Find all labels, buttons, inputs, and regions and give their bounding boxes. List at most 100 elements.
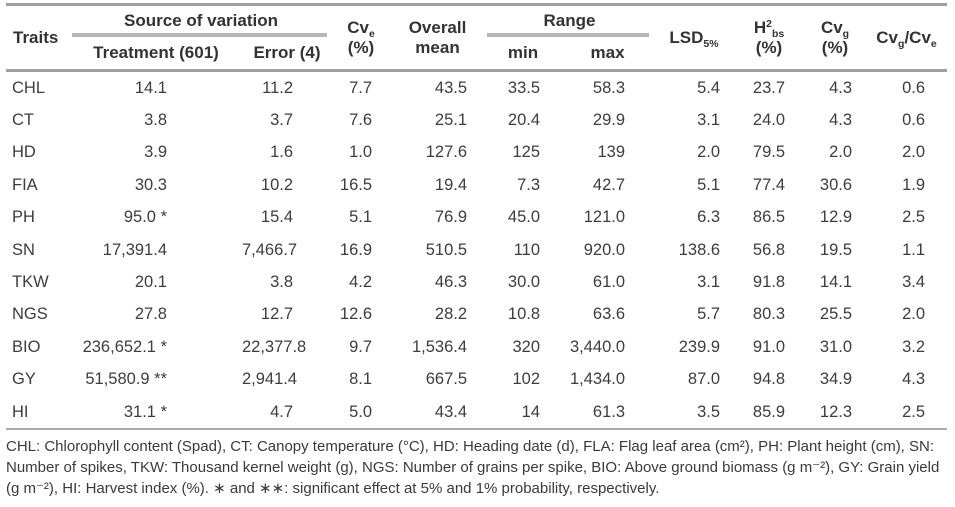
source-of-variation-label: Source of variation xyxy=(124,10,278,30)
cell-cvg: 2.0 xyxy=(829,143,853,162)
cell-trait: BIO xyxy=(12,337,41,356)
table-row: BIO 236,652.1 * 22,377.8 9.7 1,536.4 320… xyxy=(6,331,947,363)
table-row: FIA 30.3 10.2 16.5 19.4 7.3 42.7 5.1 77.… xyxy=(6,169,947,201)
cell-error: 2,941.4 xyxy=(242,370,298,389)
cell-lsd: 5.7 xyxy=(697,305,721,324)
cell-cve: 7.6 xyxy=(349,111,373,130)
cell-mean: 25.1 xyxy=(434,111,468,130)
cell-h2bs: 80.3 xyxy=(752,305,786,324)
cell-max: 63.6 xyxy=(592,305,626,324)
cell-h2bs: 91.8 xyxy=(752,273,786,292)
table-row: CT 3.8 3.7 7.6 25.1 20.4 29.9 3.1 24.0 4… xyxy=(6,104,947,136)
cell-treatment: 30.3 xyxy=(134,175,167,194)
table-row: TKW 20.1 3.8 4.2 46.3 30.0 61.0 3.1 91.8… xyxy=(6,266,947,298)
page: Traits Source of variation Cve (%) Overa… xyxy=(5,0,952,499)
cell-cve: 8.1 xyxy=(349,370,373,389)
cell-min: 110 xyxy=(513,240,541,259)
cell-cve: 12.6 xyxy=(339,305,373,324)
cell-trait: HD xyxy=(12,143,36,162)
cell-trait: PH xyxy=(12,208,35,227)
col-header-cvg-cve-ratio: Cvg/Cve xyxy=(876,27,937,50)
cell-mean: 43.5 xyxy=(434,78,468,97)
table-row: PH 95.0 * 15.4 5.1 76.9 45.0 121.0 6.3 8… xyxy=(6,202,947,234)
cell-treatment: 27.8 xyxy=(134,305,167,324)
cell-trait: SN xyxy=(12,240,35,259)
cell-max: 29.9 xyxy=(592,111,626,130)
cell-lsd: 3.1 xyxy=(697,273,721,292)
cell-mean: 667.5 xyxy=(425,370,468,389)
cell-ratio: 2.5 xyxy=(902,208,926,227)
cell-max: 58.3 xyxy=(592,78,626,97)
cell-error: 22,377.8 xyxy=(242,337,307,356)
cell-cve: 5.0 xyxy=(349,402,373,421)
col-header-max: max xyxy=(590,42,625,62)
cell-lsd: 5.1 xyxy=(697,175,721,194)
table-footnote: CHL: Chlorophyll content (Spad), CT: Can… xyxy=(6,438,940,498)
cell-cve: 5.1 xyxy=(349,208,373,227)
table-row: SN 17,391.4 7,466.7 16.9 510.5 110 920.0… xyxy=(6,234,947,266)
cell-treatment: 95.0 * xyxy=(123,208,167,227)
cell-trait: CHL xyxy=(12,78,46,97)
cell-h2bs: 85.9 xyxy=(752,402,786,421)
cell-max: 1,434.0 xyxy=(569,370,626,389)
cell-h2bs: 56.8 xyxy=(752,240,786,259)
cell-ratio: 3.4 xyxy=(902,273,926,292)
cell-ratio: 1.1 xyxy=(902,240,926,259)
cell-min: 14 xyxy=(521,402,541,421)
cell-error: 3.7 xyxy=(270,111,294,130)
cell-treatment: 31.1 * xyxy=(123,402,167,421)
cell-mean: 46.3 xyxy=(434,273,468,292)
cell-treatment: 14.1 xyxy=(134,78,167,97)
table-row: HI 31.1 * 4.7 5.0 43.4 14 61.3 3.5 85.9 … xyxy=(6,396,947,429)
table-row: HD 3.9 1.6 1.0 127.6 125 139 2.0 79.5 2.… xyxy=(6,137,947,169)
col-header-error: Error (4) xyxy=(253,42,321,62)
range-underline xyxy=(487,32,650,37)
cell-cve: 16.5 xyxy=(339,175,373,194)
range-label: Range xyxy=(543,10,596,30)
cell-ratio: 1.9 xyxy=(902,175,926,194)
cell-treatment: 17,391.4 xyxy=(102,240,167,259)
table-body: CHL 14.1 11.2 7.7 43.5 33.5 58.3 5.4 23.… xyxy=(6,71,947,430)
h2bs-label: H2bs xyxy=(753,17,785,40)
cve-unit: (%) xyxy=(347,37,375,57)
cell-error: 10.2 xyxy=(260,175,294,194)
cell-lsd: 5.4 xyxy=(697,78,721,97)
cell-trait: CT xyxy=(12,111,34,130)
cell-cvg: 12.9 xyxy=(819,208,853,227)
cvg-unit: (%) xyxy=(821,37,849,57)
cell-ratio: 2.0 xyxy=(902,305,926,324)
cell-ratio: 4.3 xyxy=(902,370,926,389)
cell-cvg: 4.3 xyxy=(829,111,853,130)
cell-cve: 9.7 xyxy=(349,337,373,356)
cell-lsd: 239.9 xyxy=(678,337,721,356)
cell-lsd: 87.0 xyxy=(687,370,721,389)
cell-min: 33.5 xyxy=(507,78,541,97)
cell-error: 3.8 xyxy=(270,273,294,292)
cell-ratio: 2.0 xyxy=(902,143,926,162)
col-header-lsd: LSD5% xyxy=(669,27,719,50)
table-header: Traits Source of variation Cve (%) Overa… xyxy=(6,5,948,71)
cell-trait: NGS xyxy=(12,305,48,324)
cell-h2bs: 77.4 xyxy=(752,175,786,194)
cell-ratio: 0.6 xyxy=(902,111,926,130)
cell-max: 139 xyxy=(597,143,626,162)
cell-max: 920.0 xyxy=(583,240,626,259)
cell-h2bs: 86.5 xyxy=(752,208,786,227)
col-header-cvg: Cvg (%) xyxy=(804,5,866,71)
cell-error: 4.7 xyxy=(270,402,294,421)
cell-error: 7,466.7 xyxy=(242,240,298,259)
table-row: GY 51,580.9 ** 2,941.4 8.1 667.5 102 1,4… xyxy=(6,364,947,396)
cvg-label: Cvg xyxy=(820,17,850,40)
cell-min: 10.8 xyxy=(507,305,541,324)
cell-cve: 4.2 xyxy=(349,273,373,292)
cell-ratio: 0.6 xyxy=(902,78,926,97)
col-header-cve: Cve (%) xyxy=(332,5,390,71)
col-header-h2bs: H2bs (%) xyxy=(734,5,804,71)
cell-cve: 16.9 xyxy=(339,240,373,259)
cell-cvg: 31.0 xyxy=(819,337,853,356)
cell-ratio: 2.5 xyxy=(902,402,926,421)
cve-label: Cve xyxy=(347,17,375,40)
overall-label: Overall xyxy=(408,17,467,37)
col-header-range: Range xyxy=(485,5,654,37)
cell-max: 121.0 xyxy=(583,208,626,227)
